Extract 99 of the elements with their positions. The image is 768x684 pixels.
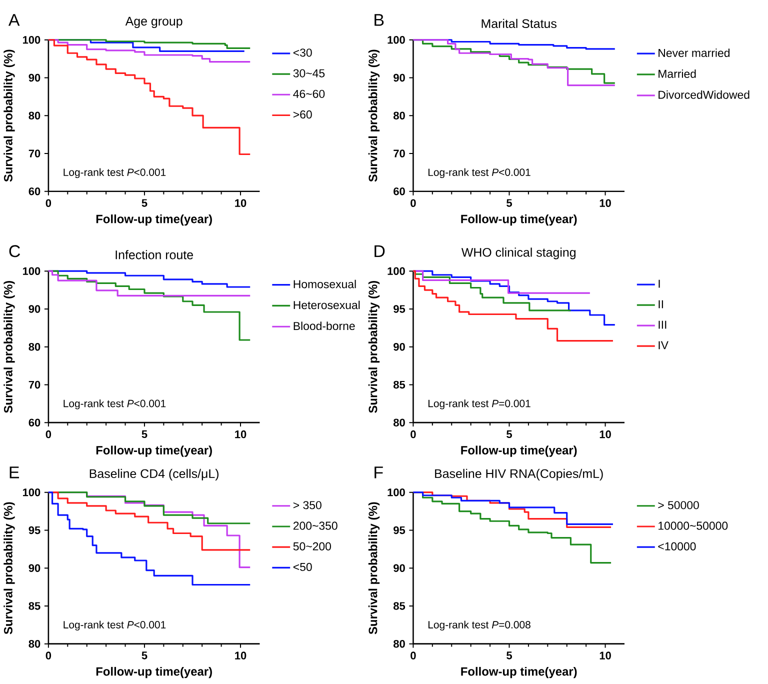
x-tick-label: 10 [600,652,611,660]
y-axis-title: Survival probability (%) [368,50,380,182]
legend-label: IV [658,341,668,350]
annotation: Log-rank test P<0.001 [64,620,166,631]
x-tick-label: 5 [142,199,148,207]
y-tick-label: 90 [28,564,40,572]
y-axis-title: Survival probability (%) [4,281,15,414]
annotation: Log-rank test P<0.001 [64,168,166,178]
legend-label: DivorcedWidowed [658,90,750,99]
y-axis-title: Survival probability (%) [4,502,15,634]
y-tick-label: 85 [28,602,40,610]
y-tick-label: 60 [28,188,40,196]
y-tick-label: 80 [394,112,405,120]
legend-label: >60 [293,110,312,119]
y-tick-label: 70 [28,150,40,158]
x-tick-label: 10 [235,652,246,660]
y-tick-label: 100 [388,488,405,496]
chart-title: Baseline CD4 (cells/μL) [90,469,218,481]
legend-label: 200~350 [293,522,338,530]
legend-label: <10000 [658,542,696,551]
y-tick-label: 60 [394,188,405,196]
legend-label: Never married [658,48,730,58]
legend-label: II [658,300,663,308]
text: E [10,466,20,478]
x-tick-label: 0 [410,199,416,208]
y-tick-label: 85 [394,380,406,389]
y-tick-label: 95 [394,526,406,534]
chart-title: WHO clinical staging [461,248,576,260]
y-tick-label: 90 [394,74,405,82]
x-tick-label: 5 [506,199,512,207]
y-tick-label: 100 [22,36,40,44]
legend-label: I [658,280,660,288]
y-tick-label: 100 [388,36,405,44]
text: B [374,14,384,26]
text: D [374,245,385,258]
x-tick-label: 0 [46,652,52,660]
legend-label: 50~200 [293,542,331,551]
legend-label: 46~60 [293,90,325,98]
chart-title: Baseline HIV RNA(Copies/mL) [435,469,603,481]
legend-label: Married [658,70,696,78]
x-axis-title: Follow-up time(year) [96,667,212,678]
y-tick-label: 60 [28,418,40,427]
x-axis-title: Follow-up time(year) [96,446,212,457]
x-tick-label: 10 [600,199,611,208]
x-tick-label: 5 [506,652,512,660]
y-tick-label: 95 [28,526,40,534]
x-tick-label: 5 [142,652,148,660]
y-tick-label: 70 [28,380,40,389]
y-tick-label: 80 [28,112,40,120]
y-tick-label: 100 [388,267,405,276]
x-axis-title: Follow-up time(year) [96,214,212,226]
y-axis-title: Survival probability (%) [368,281,380,414]
x-tick-label: 0 [410,430,416,438]
y-tick-label: 80 [394,418,405,427]
legend-label: Heterosexual [294,300,360,310]
chart-title: Infection route [116,250,193,260]
y-tick-label: 90 [394,343,405,351]
y-axis-title: Survival probability (%) [4,50,15,182]
legend-label: <50 [293,563,312,572]
x-axis-title: Follow-up time(year) [461,446,577,457]
y-axis-title: Survival probability (%) [368,502,380,634]
chart-title: Marital Status [482,19,556,28]
y-tick-label: 80 [28,343,40,351]
chart-title: Age group [125,17,182,28]
legend-label: 10000~50000 [658,522,728,530]
x-tick-label: 5 [142,430,148,438]
y-tick-label: 80 [28,640,40,648]
text: F [374,466,383,478]
x-tick-label: 5 [506,430,512,438]
legend-label: <30 [293,48,312,57]
x-axis-title: Follow-up time(year) [461,667,577,678]
x-tick-label: 10 [600,430,611,438]
legend-label: Blood-borne [294,322,355,330]
y-tick-label: 90 [28,74,40,82]
x-tick-label: 10 [235,199,246,208]
annotation: Log-rank test P=0.008 [428,620,530,631]
annotation: Log-rank test P<0.001 [64,400,166,410]
legend-label: Homosexual [294,280,356,288]
y-tick-label: 100 [22,488,40,496]
y-tick-label: 70 [394,150,405,158]
y-tick-label: 85 [394,602,406,610]
annotation: Log-rank test P<0.001 [428,168,530,178]
legend-label: 30~45 [293,69,325,78]
y-tick-label: 90 [394,564,405,572]
x-tick-label: 0 [46,199,52,208]
legend-label: > 350 [293,501,322,510]
x-tick-label: 0 [46,430,52,438]
y-tick-label: 95 [394,305,406,313]
text: A [8,14,20,26]
x-axis-title: Follow-up time(year) [461,214,577,226]
y-tick-label: 90 [28,305,40,313]
x-tick-label: 0 [410,652,416,660]
legend-label: III [658,320,666,329]
legend-label: > 50000 [658,501,699,510]
text: C [9,245,20,258]
x-tick-label: 10 [235,430,246,438]
y-tick-label: 80 [394,640,405,648]
annotation: Log-rank test P=0.001 [428,400,530,410]
y-tick-label: 100 [22,267,40,276]
